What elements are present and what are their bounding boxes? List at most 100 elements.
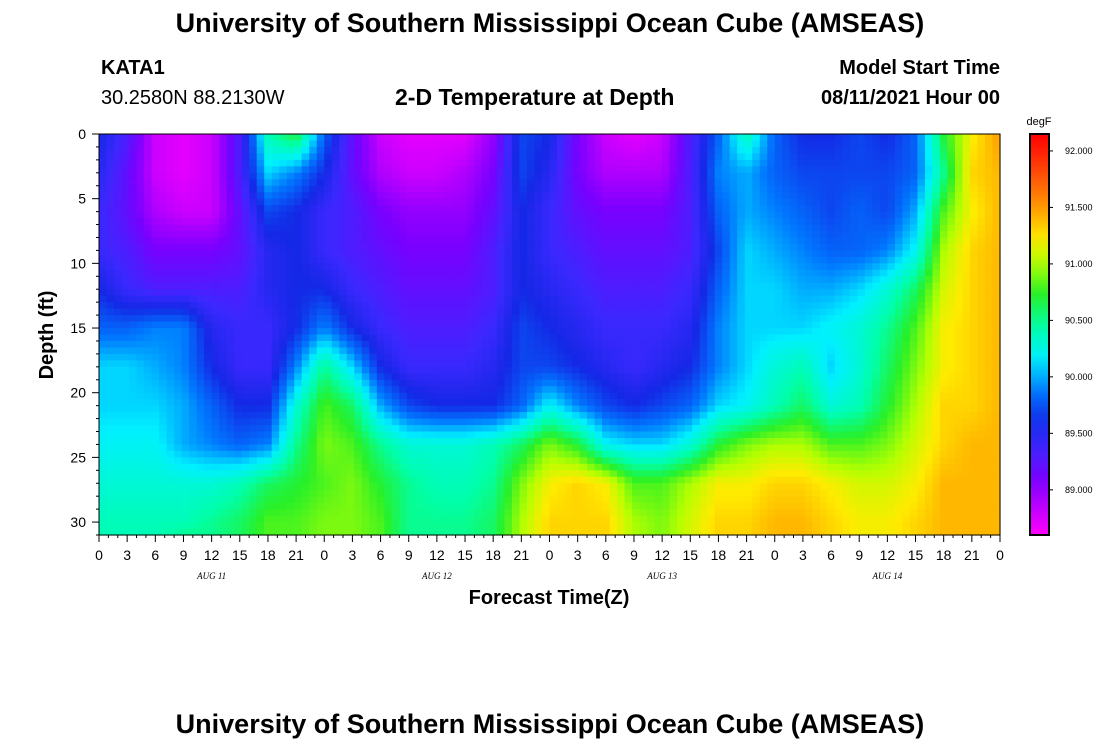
heatmap-cell <box>617 134 626 142</box>
heatmap-cell <box>662 224 671 232</box>
heatmap-cell <box>99 282 108 290</box>
heatmap-cell <box>827 366 836 374</box>
heatmap-cell <box>639 347 648 355</box>
heatmap-cell <box>917 153 926 161</box>
heatmap-cell <box>737 295 746 303</box>
heatmap-cell <box>819 282 828 290</box>
heatmap-cell <box>639 192 648 200</box>
heatmap-cell <box>729 321 738 329</box>
heatmap-cell <box>444 231 453 239</box>
heatmap-cell <box>744 263 753 271</box>
heatmap-cell <box>271 347 280 355</box>
heatmap-cell <box>812 159 821 167</box>
heatmap-cell <box>872 366 881 374</box>
heatmap-cell <box>444 282 453 290</box>
heatmap-cell <box>887 159 896 167</box>
heatmap-cell <box>324 224 333 232</box>
heatmap-cell <box>241 166 250 174</box>
heatmap-cell <box>451 379 460 387</box>
heatmap-cell <box>932 276 941 284</box>
heatmap-cell <box>451 172 460 180</box>
heatmap-cell <box>602 205 611 213</box>
heatmap-cell <box>894 218 903 226</box>
heatmap-cell <box>872 373 881 381</box>
heatmap-cell <box>129 360 138 368</box>
heatmap-cell <box>557 347 566 355</box>
heatmap-cell <box>414 166 423 174</box>
heatmap-cell <box>346 360 355 368</box>
heatmap-cell <box>316 134 325 142</box>
heatmap-cell <box>594 179 603 187</box>
heatmap-cell <box>699 295 708 303</box>
heatmap-cell <box>481 347 491 355</box>
heatmap-cell <box>729 328 738 336</box>
heatmap-cell <box>864 179 873 187</box>
heatmap-cell <box>812 256 821 264</box>
heatmap-cell <box>819 237 828 245</box>
heatmap-cell <box>692 231 701 239</box>
heatmap-cell <box>384 360 393 368</box>
heatmap-cell <box>181 276 190 284</box>
heatmap-cell <box>902 282 911 290</box>
heatmap-cell <box>992 140 1001 148</box>
heatmap-cell <box>474 140 483 148</box>
heatmap-cell <box>737 315 746 323</box>
heatmap-cell <box>707 340 716 349</box>
heatmap-cell <box>541 276 551 284</box>
heatmap-cell <box>984 360 994 368</box>
heatmap-cell <box>436 302 445 310</box>
heatmap-cell <box>782 243 791 252</box>
heatmap-cell <box>812 269 821 277</box>
heatmap-cell <box>331 269 340 277</box>
heatmap-cell <box>699 159 708 167</box>
heatmap-cell <box>774 321 783 329</box>
heatmap-cell <box>519 140 528 148</box>
heatmap-cell <box>474 302 483 310</box>
heatmap-cell <box>759 379 768 387</box>
heatmap-cell <box>331 386 340 394</box>
heatmap-cell <box>331 153 340 161</box>
heatmap-cell <box>729 379 738 387</box>
heatmap-cell <box>984 282 994 290</box>
heatmap-cell <box>722 386 731 394</box>
heatmap-cell <box>752 282 761 290</box>
heatmap-cell <box>511 198 521 206</box>
heatmap-cell <box>954 146 964 155</box>
heatmap-cell <box>534 134 543 142</box>
heatmap-cell <box>954 366 964 374</box>
heatmap-cell <box>264 159 273 167</box>
heatmap-cell <box>564 243 573 252</box>
heatmap-cell <box>316 386 325 394</box>
heatmap-cell <box>114 373 123 381</box>
heatmap-cell <box>812 224 821 232</box>
heatmap-cell <box>264 399 273 407</box>
heatmap-cell <box>481 315 491 323</box>
heatmap-cell <box>421 218 430 226</box>
heatmap-cell <box>759 373 768 381</box>
heatmap-cell <box>361 211 370 219</box>
heatmap-cell <box>977 153 986 161</box>
heatmap-cell <box>226 340 235 349</box>
heatmap-cell <box>924 347 934 355</box>
heatmap-cell <box>917 276 926 284</box>
heatmap-cell <box>947 231 956 239</box>
heatmap-cell <box>564 366 573 374</box>
heatmap-cell <box>767 386 776 394</box>
heatmap-cell <box>354 373 363 381</box>
heatmap-cell <box>181 269 190 277</box>
heatmap-cell <box>519 153 528 161</box>
heatmap-cell <box>496 140 506 148</box>
heatmap-cell <box>429 366 438 374</box>
heatmap-cell <box>354 399 363 407</box>
heatmap-cell <box>241 340 250 349</box>
heatmap-cell <box>331 218 340 226</box>
heatmap-cell <box>857 263 866 271</box>
heatmap-cell <box>444 185 453 193</box>
heatmap-cell <box>241 269 250 277</box>
heatmap-cell <box>789 192 798 200</box>
heatmap-cell <box>924 256 934 264</box>
heatmap-cell <box>369 237 378 245</box>
heatmap-cell <box>444 250 453 258</box>
heatmap-cell <box>106 237 115 245</box>
heatmap-cell <box>774 198 783 206</box>
